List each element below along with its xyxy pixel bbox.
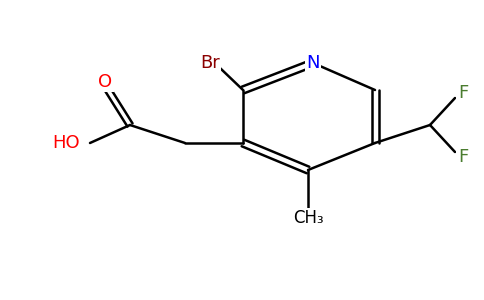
Text: O: O	[98, 73, 112, 91]
Text: HO: HO	[52, 134, 80, 152]
Text: F: F	[458, 148, 468, 166]
Text: CH₃: CH₃	[293, 209, 323, 227]
Text: N: N	[306, 54, 320, 72]
Text: F: F	[458, 84, 468, 102]
Text: Br: Br	[200, 54, 220, 72]
